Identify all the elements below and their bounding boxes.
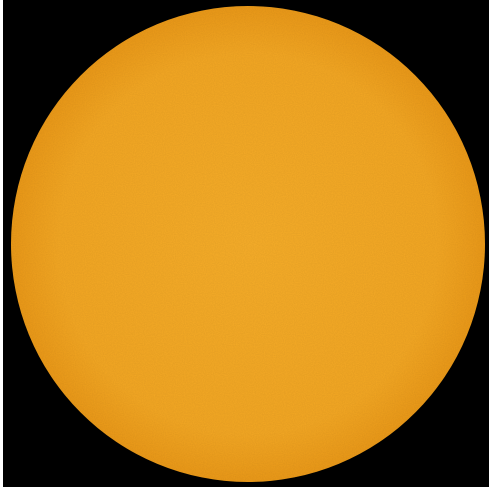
disk-granulation-texture: [11, 6, 485, 482]
